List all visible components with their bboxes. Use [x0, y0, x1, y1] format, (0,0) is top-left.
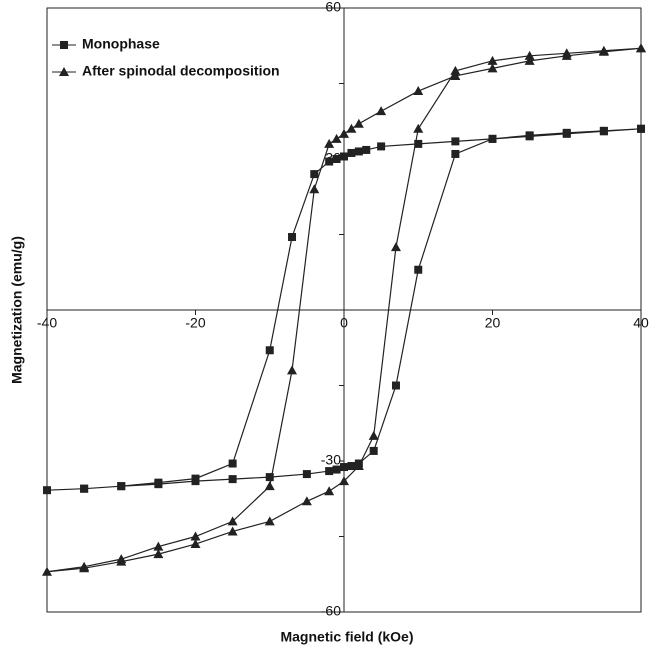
- marker: [354, 147, 363, 156]
- marker: [79, 563, 90, 573]
- marker: [488, 134, 497, 143]
- marker: [288, 233, 297, 242]
- marker: [353, 118, 364, 128]
- marker: [332, 465, 341, 474]
- marker: [413, 123, 424, 133]
- marker: [43, 486, 51, 495]
- marker: [340, 152, 348, 161]
- y-tick-label: -60: [321, 603, 341, 619]
- marker: [451, 149, 460, 158]
- marker: [228, 475, 237, 484]
- legend-label: After spinodal decomposition: [82, 63, 280, 79]
- marker: [264, 516, 275, 526]
- marker: [191, 477, 200, 486]
- y-axis-title: Magnetization (emu/g): [9, 236, 25, 384]
- marker: [524, 50, 535, 60]
- marker: [265, 346, 274, 355]
- marker: [190, 539, 201, 549]
- x-tick-label: -40: [37, 315, 57, 331]
- marker: [325, 467, 334, 476]
- marker: [391, 381, 400, 390]
- marker: [362, 145, 371, 154]
- marker: [347, 148, 356, 157]
- marker: [368, 430, 379, 440]
- marker: [153, 549, 164, 559]
- marker: [331, 133, 342, 143]
- marker: [369, 446, 378, 455]
- marker: [340, 463, 348, 472]
- y-tick-label: -30: [321, 452, 341, 468]
- marker: [561, 48, 572, 58]
- marker: [353, 461, 364, 471]
- marker: [190, 531, 201, 541]
- marker: [301, 496, 312, 506]
- marker: [227, 516, 238, 526]
- marker: [598, 45, 609, 55]
- marker: [116, 556, 127, 566]
- marker: [562, 128, 571, 137]
- marker: [80, 484, 89, 493]
- marker: [414, 139, 423, 148]
- marker: [302, 470, 311, 479]
- marker: [310, 170, 319, 179]
- x-axis-title: Magnetic field (kOe): [280, 629, 413, 645]
- marker: [450, 65, 461, 75]
- marker: [339, 476, 349, 486]
- marker: [450, 70, 461, 80]
- marker: [153, 541, 164, 551]
- legend-label: Monophase: [82, 36, 160, 52]
- marker: [413, 86, 424, 96]
- marker: [487, 63, 498, 73]
- marker: [346, 123, 357, 133]
- marker: [376, 106, 387, 116]
- x-tick-label: 20: [485, 315, 501, 331]
- marker: [324, 486, 335, 496]
- marker: [265, 473, 274, 482]
- legend-marker: [60, 41, 68, 49]
- marker: [599, 126, 608, 135]
- marker: [154, 480, 163, 489]
- x-tick-label: 40: [633, 315, 649, 331]
- y-tick-label: 60: [325, 0, 341, 15]
- marker: [332, 155, 341, 163]
- marker: [390, 242, 401, 252]
- marker: [339, 128, 349, 138]
- marker: [325, 157, 334, 166]
- marker: [228, 459, 237, 468]
- marker: [487, 55, 498, 65]
- marker: [377, 142, 386, 151]
- marker: [227, 526, 238, 536]
- marker: [414, 265, 423, 274]
- marker: [309, 184, 320, 194]
- marker: [451, 137, 460, 146]
- marker: [637, 124, 645, 133]
- legend-marker: [59, 67, 69, 76]
- marker: [524, 55, 535, 65]
- marker: [324, 138, 335, 148]
- marker: [347, 462, 356, 471]
- x-tick-label: 0: [340, 315, 348, 331]
- marker: [117, 482, 126, 491]
- marker: [636, 43, 646, 53]
- x-tick-label: -20: [185, 315, 205, 331]
- marker: [42, 566, 52, 576]
- marker: [525, 131, 534, 140]
- marker: [264, 481, 275, 491]
- marker: [287, 365, 298, 375]
